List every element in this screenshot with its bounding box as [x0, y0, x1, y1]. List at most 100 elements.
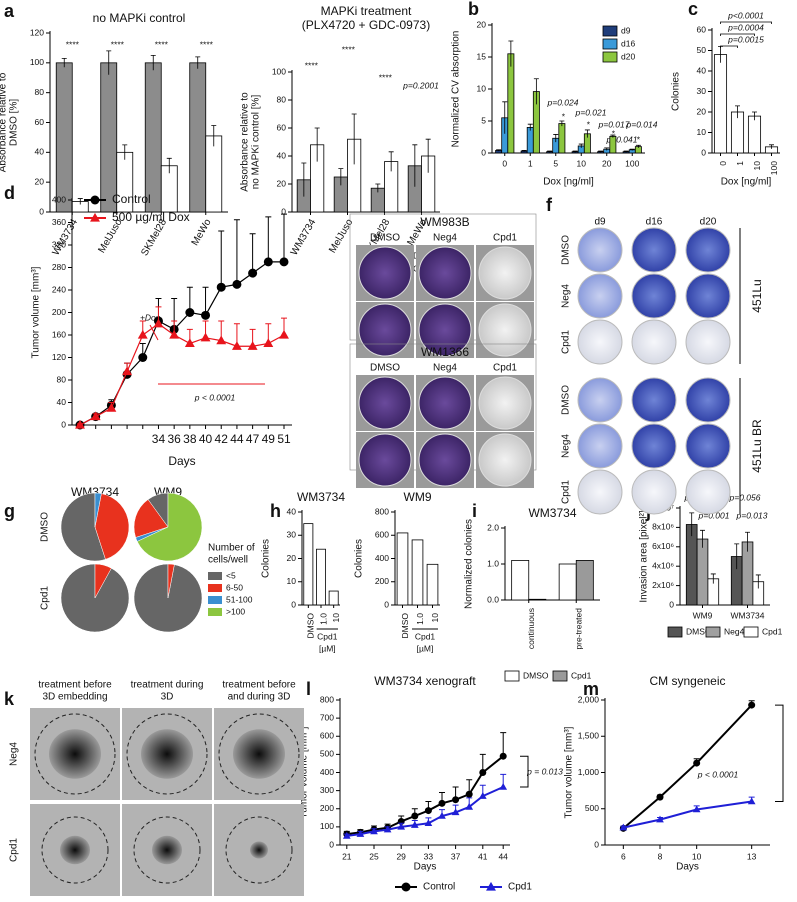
legend-swatch	[552, 670, 568, 682]
marker	[356, 830, 365, 837]
error-bar	[734, 543, 740, 570]
well	[685, 227, 731, 273]
error-bar	[211, 125, 217, 147]
well	[685, 273, 731, 319]
legend-label: <5	[226, 570, 236, 580]
y-tick-label: 20	[287, 553, 297, 563]
series-line	[622, 704, 753, 830]
y-tick-label: 40	[277, 150, 287, 160]
series-line	[623, 800, 752, 829]
y-tick-label: 240	[52, 284, 66, 294]
annotation: *	[586, 119, 590, 129]
invasion-ring	[41, 816, 109, 884]
bar	[747, 115, 762, 154]
well	[358, 376, 412, 430]
y-axis-label: Invasion area [pixel²]	[639, 510, 650, 602]
x-axis-label: Dox [ng/ml]	[543, 177, 594, 188]
y-tick-label: 0	[281, 206, 286, 216]
legend-label: 6-50	[226, 582, 243, 592]
x-tick-label: 6	[621, 851, 626, 861]
legend-label: Control	[423, 882, 455, 893]
legend-swatch	[602, 25, 618, 37]
legend-swatch	[208, 584, 222, 592]
chart-title: WM3734	[297, 490, 345, 504]
bar	[507, 53, 515, 154]
spheroid	[152, 835, 182, 865]
x-tick-label: 1	[528, 158, 533, 168]
marker	[748, 701, 756, 709]
x-tick-label: 100	[769, 161, 779, 175]
x-tick-label: 34	[152, 432, 166, 446]
bar	[713, 54, 728, 154]
well	[577, 377, 623, 423]
marker	[747, 797, 756, 805]
y-tick-label: 15	[477, 51, 487, 61]
marker	[75, 419, 85, 429]
y-tick-label: 500	[320, 749, 334, 759]
x-tick-label: 10	[577, 158, 587, 168]
column-label: Cpd1	[493, 233, 517, 244]
annotation: p=0.041	[606, 134, 638, 144]
x-tick-label: 21	[342, 851, 352, 861]
annotation: p = 0.013	[526, 766, 563, 776]
y-tick-label: 5	[481, 115, 486, 125]
annotation: p<0.0001	[727, 10, 764, 20]
row-label: DMSO	[561, 235, 572, 265]
chart-title: WM3734	[528, 506, 576, 520]
y-tick-label: 800	[375, 506, 389, 516]
well	[685, 423, 731, 469]
x-tick-label: 1.0	[318, 613, 328, 625]
pie-slice	[94, 493, 130, 560]
marker	[370, 827, 378, 835]
series-line	[346, 755, 504, 836]
error-bar	[77, 198, 83, 205]
pie-slice	[94, 563, 112, 599]
annotation: p=0.021	[575, 107, 607, 117]
error-bar	[218, 230, 225, 288]
x-tick-label: 42	[215, 432, 229, 446]
y-axis-label: Tumor volume [mm³]	[564, 726, 575, 818]
y-tick-label: 10	[287, 576, 297, 586]
y-tick-label: 60	[277, 122, 287, 132]
marker	[452, 796, 460, 804]
marker	[499, 782, 508, 790]
spheroid	[60, 835, 90, 865]
error-bar	[301, 162, 307, 197]
marker	[279, 329, 289, 339]
y-tick-label: 40	[287, 506, 297, 516]
error-bar	[635, 144, 641, 148]
x-tick-label: MelJuso	[327, 217, 355, 255]
y-tick-label: 4x10⁶	[652, 560, 674, 570]
bar	[205, 135, 223, 213]
chart-title: no MAPKi control	[93, 11, 186, 25]
error-bar	[752, 111, 757, 121]
row-label: Cpd1	[9, 838, 20, 862]
y-tick-label: 200	[375, 576, 389, 586]
y-tick-label: 0	[39, 206, 44, 216]
bar	[528, 598, 547, 601]
bar	[189, 62, 207, 213]
y-tick-label: 100	[30, 57, 44, 67]
column-label: treatment during	[131, 680, 204, 691]
y-tick-label: 60	[697, 24, 707, 34]
well	[631, 227, 677, 273]
legend-label: d9	[621, 25, 631, 35]
marker	[397, 822, 406, 830]
well	[577, 469, 623, 515]
marker	[478, 792, 487, 799]
bar	[303, 523, 314, 606]
x-tick-label: 29	[396, 851, 406, 861]
column-label: Neg4	[433, 363, 457, 374]
x-tick-label: MeWo	[190, 217, 214, 248]
group-unit: [µM]	[319, 643, 336, 653]
y-axis-label: Normalized colonies	[464, 519, 475, 609]
x-tick-label: 13	[747, 851, 757, 861]
x-axis-label: Days	[168, 454, 195, 468]
well	[631, 273, 677, 319]
error-bar	[521, 150, 527, 152]
annotation: ****	[154, 39, 168, 49]
y-tick-label: 80	[35, 87, 45, 97]
group-label: Cpd1	[317, 631, 338, 641]
annotation: p=0.001	[698, 510, 730, 520]
x-tick-label: 44	[498, 851, 508, 861]
